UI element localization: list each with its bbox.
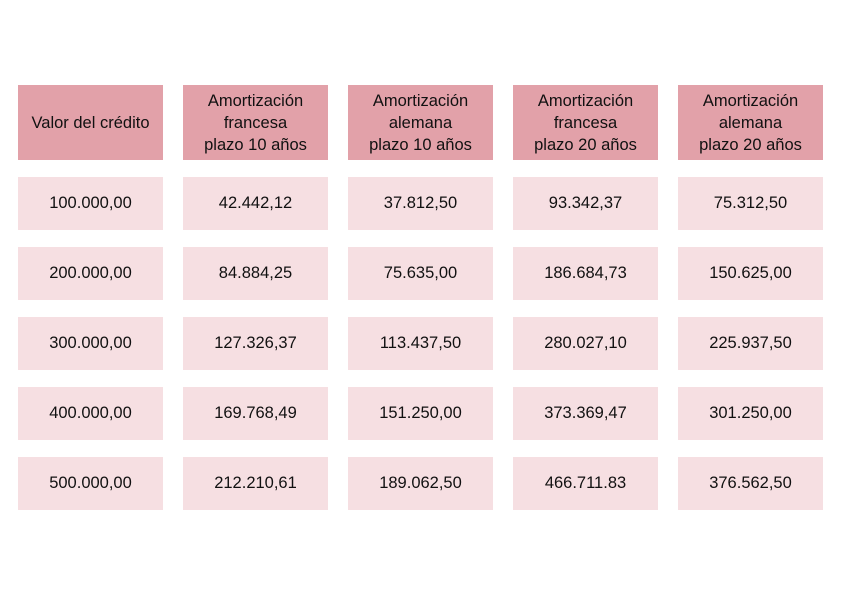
table-cell: 373.369,47 (513, 387, 658, 440)
table-cell: 37.812,50 (348, 177, 493, 230)
table-cell: 466.711.83 (513, 457, 658, 510)
table-cell: 225.937,50 (678, 317, 823, 370)
credit-value-cell: 200.000,00 (18, 247, 163, 300)
column-header: Valor del crédito (18, 85, 163, 160)
table-cell: 212.210,61 (183, 457, 328, 510)
amortization-table: Valor del crédito Amortización francesa p… (18, 85, 823, 510)
table-cell: 84.884,25 (183, 247, 328, 300)
credit-value-cell: 400.000,00 (18, 387, 163, 440)
credit-value-cell: 500.000,00 (18, 457, 163, 510)
table-cell: 113.437,50 (348, 317, 493, 370)
table-cell: 151.250,00 (348, 387, 493, 440)
credit-value-cell: 300.000,00 (18, 317, 163, 370)
credit-value-cell: 100.000,00 (18, 177, 163, 230)
table-cell: 280.027,10 (513, 317, 658, 370)
table-cell: 75.635,00 (348, 247, 493, 300)
column-header: Amortización alemana plazo 10 años (348, 85, 493, 160)
table-cell: 93.342,37 (513, 177, 658, 230)
table-cell: 376.562,50 (678, 457, 823, 510)
column-header: Amortización francesa plazo 10 años (183, 85, 328, 160)
table-cell: 301.250,00 (678, 387, 823, 440)
table-cell: 150.625,00 (678, 247, 823, 300)
table-cell: 75.312,50 (678, 177, 823, 230)
table-cell: 42.442,12 (183, 177, 328, 230)
table-cell: 189.062,50 (348, 457, 493, 510)
table-cell: 169.768,49 (183, 387, 328, 440)
table-cell: 127.326,37 (183, 317, 328, 370)
column-header: Amortización francesa plazo 20 años (513, 85, 658, 160)
table-cell: 186.684,73 (513, 247, 658, 300)
column-header: Amortización alemana plazo 20 años (678, 85, 823, 160)
